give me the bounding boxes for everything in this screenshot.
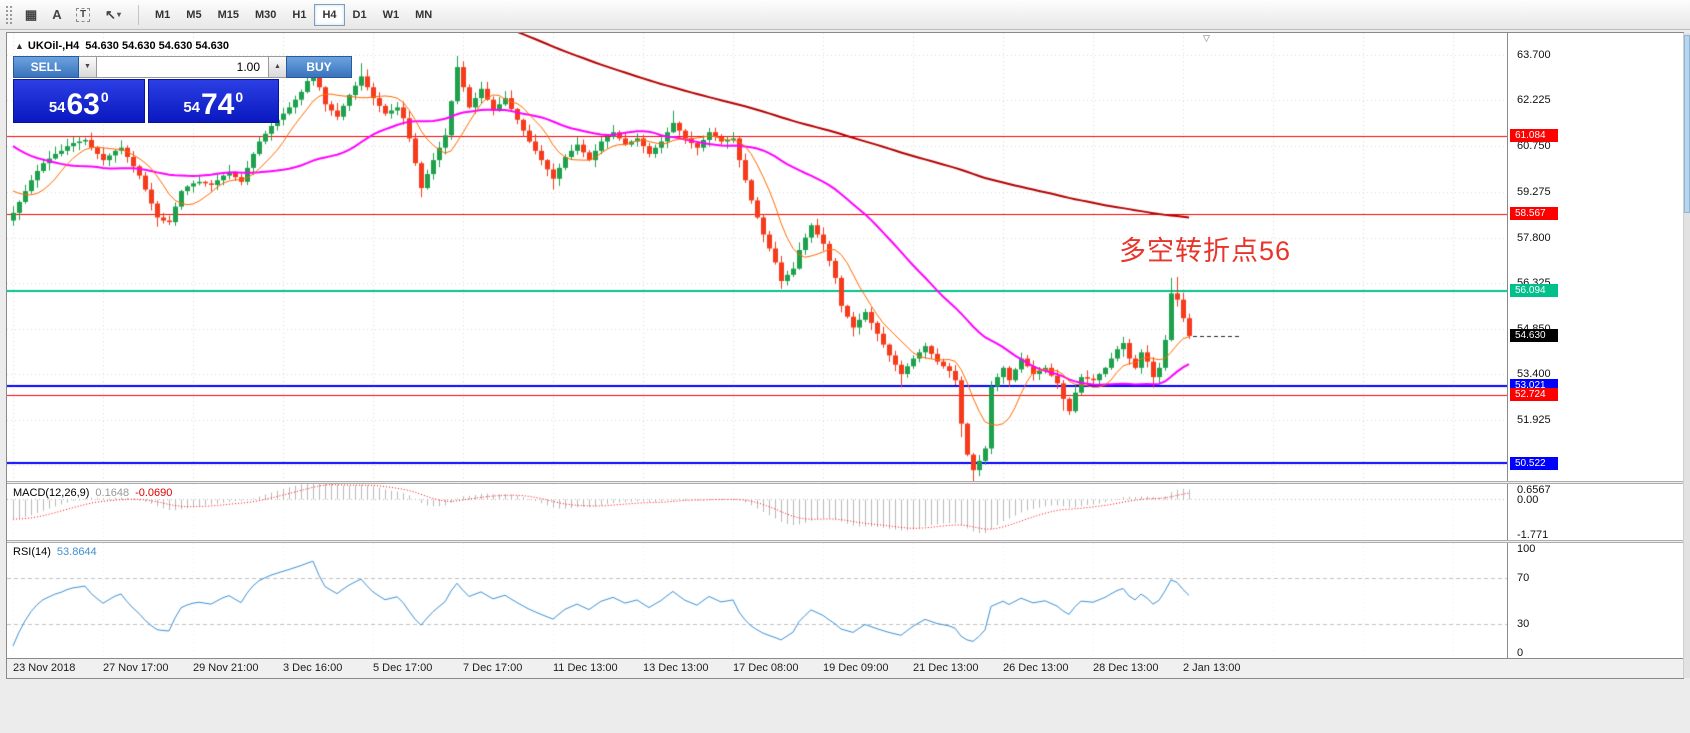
- timeframe-button-m30[interactable]: M30: [247, 4, 284, 26]
- price-tick-label: 63.700: [1517, 48, 1551, 61]
- font-a-icon: A: [52, 7, 62, 22]
- sell-price-big-figure: 54: [48, 99, 66, 116]
- level-price-badge: 61.084: [1510, 129, 1558, 143]
- timeframe-button-m5[interactable]: M5: [178, 4, 209, 26]
- volume-input[interactable]: [96, 56, 269, 78]
- price-tick-label: 53.400: [1517, 368, 1551, 381]
- price-tick-label: 60.750: [1517, 140, 1551, 153]
- insert-text-button[interactable]: A: [44, 3, 70, 27]
- volume-increase-button[interactable]: ▲: [269, 56, 286, 78]
- buy-price-display[interactable]: 54 74 0: [147, 79, 279, 123]
- macd-axis-label: 0.00: [1517, 493, 1539, 506]
- macd-axis-label: 0.6567: [1517, 484, 1551, 496]
- time-tick-label: 5 Dec 17:00: [373, 662, 433, 674]
- cursor-arrow-icon: ↖: [105, 6, 116, 22]
- level-price-badge: 52.724: [1510, 388, 1558, 402]
- volume-decrease-icon: ▼: [84, 63, 91, 70]
- rsi-pane-canvas[interactable]: [7, 543, 1507, 658]
- chevron-down-icon: ▾: [116, 10, 121, 19]
- rsi-axis-label: 30: [1517, 618, 1530, 630]
- time-tick-label: 3 Dec 16:00: [283, 662, 343, 674]
- time-tick-label: 17 Dec 08:00: [733, 662, 799, 674]
- macd-signal-value: -0.0690: [135, 487, 173, 499]
- rsi-axis-label: 70: [1517, 572, 1530, 584]
- timeframe-button-w1[interactable]: W1: [375, 4, 408, 26]
- macd-main-value: 0.1648: [95, 487, 130, 499]
- volume-increase-icon: ▲: [274, 63, 281, 70]
- pane-separator[interactable]: [7, 540, 1683, 543]
- macd-title: MACD(12,26,9): [13, 487, 90, 499]
- macd-axis-label: -1.771: [1517, 529, 1549, 541]
- timeframe-button-d1[interactable]: D1: [345, 4, 375, 26]
- scrollbar-thumb[interactable]: [1684, 35, 1690, 213]
- time-tick-label: 28 Dec 13:00: [1093, 662, 1159, 674]
- one-click-trading-panel: SELL ▼ ▲ BUY 54 63 0 54 74 0: [13, 56, 352, 123]
- time-tick-label: 27 Nov 17:00: [103, 662, 169, 674]
- rsi-axis-label: 100: [1517, 543, 1536, 555]
- volume-decrease-button[interactable]: ▼: [79, 56, 96, 78]
- rsi-axis-label: 0: [1517, 647, 1524, 659]
- time-tick-label: 13 Dec 13:00: [643, 662, 709, 674]
- toolbar-separator: [138, 4, 139, 25]
- price-axis[interactable]: 63.70062.22560.75059.27557.80056.32554.8…: [1507, 33, 1683, 659]
- price-tick-label: 59.275: [1517, 185, 1551, 198]
- vertical-scrollbar[interactable]: [1683, 33, 1690, 678]
- toolbar-drag-handle[interactable]: [6, 5, 12, 24]
- text-label-icon: T: [75, 7, 91, 22]
- cursor-tool-button[interactable]: ↖ ▾: [96, 3, 130, 27]
- time-tick-label: 23 Nov 2018: [13, 662, 76, 674]
- price-tick-label: 57.800: [1517, 231, 1551, 244]
- time-tick-label: 26 Dec 13:00: [1003, 662, 1069, 674]
- time-tick-label: 21 Dec 13:00: [913, 662, 979, 674]
- sell-button[interactable]: SELL: [13, 56, 79, 78]
- buy-price-pips: 74: [201, 88, 235, 121]
- time-tick-label: 11 Dec 13:00: [553, 662, 618, 674]
- macd-indicator-label: MACD(12,26,9) 0.1648 -0.0690: [13, 487, 178, 499]
- timeframe-button-m15[interactable]: M15: [210, 4, 247, 26]
- symbol-name: UKOil-,H4: [27, 40, 80, 52]
- chart-annotation-text[interactable]: 多空转折点56: [1119, 236, 1292, 266]
- ohlc-values: 54.630 54.630 54.630 54.630: [85, 40, 230, 52]
- rsi-value: 53.8644: [56, 546, 97, 558]
- level-price-badge: 56.094: [1510, 284, 1558, 297]
- chart-shift-marker-icon[interactable]: ▽: [1203, 33, 1210, 43]
- time-tick-label: 7 Dec 17:00: [463, 662, 523, 674]
- macd-pane-canvas[interactable]: [7, 484, 1507, 540]
- time-tick-label: 29 Nov 21:00: [193, 662, 259, 674]
- time-tick-label: 2 Jan 13:00: [1183, 662, 1241, 674]
- toolbar: ▦ A T ↖ ▾ M1 M5 M15 M30 H1 H4 D1 W1 MN: [0, 0, 1690, 30]
- timeframe-button-m1[interactable]: M1: [147, 4, 178, 26]
- sell-price-point: 0: [100, 89, 109, 105]
- one-click-toggle-arrow-icon[interactable]: ▲: [15, 41, 24, 51]
- buy-button[interactable]: BUY: [286, 56, 352, 78]
- timeframe-button-h4[interactable]: H4: [314, 3, 345, 26]
- time-axis[interactable]: 23 Nov 2018 27 Nov 17:00 29 Nov 21:00 3 Dec…: [7, 658, 1683, 678]
- current-price-badge: 54.630: [1510, 329, 1558, 343]
- insert-label-button[interactable]: T: [70, 3, 96, 27]
- symbol-header: ▲ UKOil-,H4 54.630 54.630 54.630 54.630: [15, 40, 229, 52]
- rsi-title: RSI(14): [13, 546, 51, 558]
- pane-separator[interactable]: [7, 481, 1683, 484]
- tile-windows-icon: ▦: [24, 6, 38, 22]
- buy-price-point: 0: [235, 89, 244, 105]
- time-tick-label: 19 Dec 09:00: [823, 662, 889, 674]
- sell-price-pips: 63: [66, 88, 100, 121]
- sell-price-display[interactable]: 54 63 0: [13, 79, 145, 123]
- level-price-badge: 50.522: [1510, 456, 1558, 470]
- timeframe-button-mn[interactable]: MN: [407, 4, 440, 26]
- level-price-badge: 58.567: [1510, 207, 1558, 221]
- chart-window: 63.70062.22560.75059.27557.80056.32554.8…: [6, 32, 1684, 679]
- buy-price-big-figure: 54: [183, 99, 200, 116]
- timeframe-button-h1[interactable]: H1: [284, 4, 314, 26]
- price-tick-label: 62.225: [1517, 94, 1551, 107]
- tile-windows-button[interactable]: ▦: [18, 3, 44, 27]
- rsi-indicator-label: RSI(14) 53.8644: [13, 546, 103, 558]
- price-tick-label: 51.925: [1517, 413, 1551, 426]
